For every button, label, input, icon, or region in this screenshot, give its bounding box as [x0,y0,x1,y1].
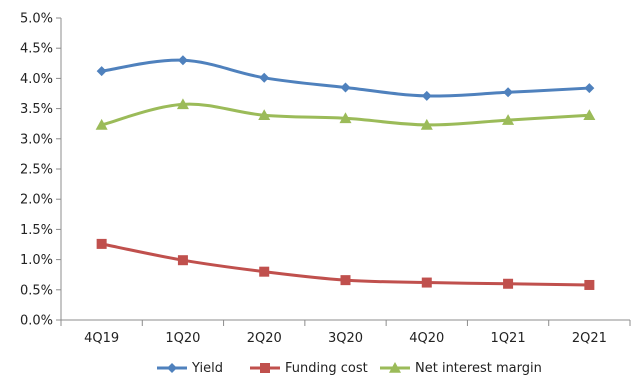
y-tick-label: 4.5% [20,42,53,57]
data-point-funding-cost [96,238,107,249]
data-point-yield [421,90,432,101]
data-point-net-interest-margin [339,112,352,124]
data-point-net-interest-margin [176,98,189,110]
y-tick-label: 1.5% [20,223,53,238]
y-tick-label: 3.5% [20,102,53,117]
data-point-funding-cost [421,277,432,288]
series-layer [95,55,596,290]
x-tick-labels: 4Q19 1Q20 2Q20 3Q20 4Q20 1Q21 2Q21 [84,331,607,346]
y-tick-label: 0.5% [20,283,53,298]
x-tick-label: 4Q20 [409,331,444,346]
y-tick-labels: 0.0% 0.5% 1.0% 1.5% 2.0% 2.5% 3.0% 3.5% 4.0% 4.5%… [20,12,53,329]
data-point-yield [96,66,107,77]
y-tick-label: 5.0% [20,12,53,27]
y-tick-label: 2.5% [20,163,53,178]
data-point-yield [503,87,514,98]
legend-swatch-marker [260,363,270,373]
y-tick-label: 2.0% [20,193,53,208]
axes [56,17,631,326]
data-point-net-interest-margin [420,118,433,130]
legend-swatch-marker [167,363,177,373]
x-tick-label: 2Q20 [247,331,282,346]
legend-label: Net interest margin [415,361,542,376]
y-tick-label: 1.0% [20,253,53,268]
series-net-interest-margin [95,98,596,130]
series-yield [96,55,595,101]
data-point-net-interest-margin [95,118,108,130]
x-tick-label: 1Q20 [165,331,200,346]
legend-swatch-marker [389,362,401,373]
data-point-funding-cost [503,278,514,289]
x-tick-label: 2Q21 [572,331,607,346]
data-point-net-interest-margin [583,109,596,121]
legend-label: Yield [191,361,223,376]
y-tick-label: 0.0% [20,314,53,329]
legend-label: Funding cost [285,361,368,376]
x-tick-label: 1Q21 [491,331,526,346]
legend-item-funding-cost: Funding cost [250,361,368,376]
y-tick-label: 3.0% [20,132,53,147]
data-point-yield [340,82,351,93]
legend: Yield Funding cost Net interest margin [157,361,542,376]
x-tick-label: 4Q19 [84,331,119,346]
data-point-funding-cost [584,279,595,290]
x-tick-label: 3Q20 [328,331,363,346]
data-point-net-interest-margin [502,114,515,125]
data-point-net-interest-margin [258,109,271,121]
data-point-funding-cost [340,275,351,286]
y-tick-label: 4.0% [20,72,53,87]
data-point-funding-cost [177,255,188,266]
data-point-funding-cost [259,266,270,277]
data-point-yield [584,83,595,94]
series-funding-cost [96,238,595,290]
legend-item-net-interest-margin: Net interest margin [380,361,542,376]
data-point-yield [177,55,188,66]
legend-item-yield: Yield [157,361,223,376]
data-point-yield [259,72,270,83]
